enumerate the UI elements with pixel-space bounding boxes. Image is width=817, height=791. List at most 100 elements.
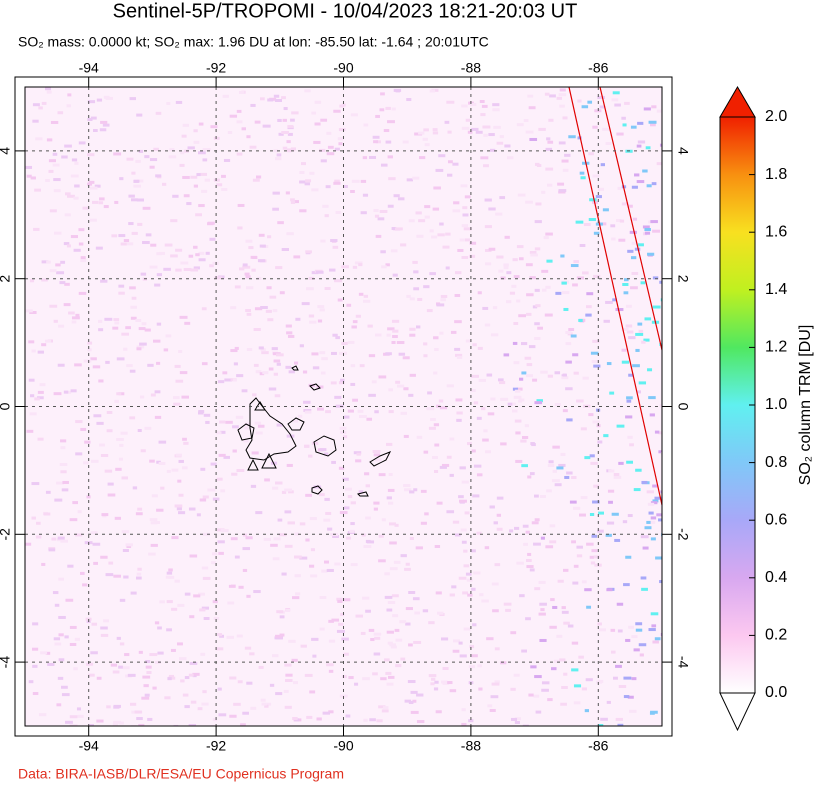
speckle <box>363 545 372 549</box>
speckle <box>573 701 581 705</box>
speckle <box>227 601 235 605</box>
speckle <box>86 495 91 499</box>
speckle <box>320 239 326 243</box>
speckle <box>547 374 553 378</box>
speckle <box>515 459 523 463</box>
speckle <box>193 184 198 188</box>
speckle <box>631 677 637 681</box>
speckle <box>263 537 272 541</box>
speckle <box>250 706 257 710</box>
speckle <box>578 655 584 659</box>
speckle <box>170 219 178 223</box>
speckle <box>611 98 619 102</box>
speckle <box>469 241 477 245</box>
speckle <box>183 267 192 271</box>
speckle <box>281 490 287 494</box>
speckle <box>463 549 468 553</box>
speckle <box>424 215 430 219</box>
speckle <box>41 101 47 105</box>
speckle <box>452 649 460 653</box>
speckle <box>319 493 325 497</box>
speckle <box>28 340 35 344</box>
speckle <box>548 460 554 464</box>
speckle <box>123 575 129 579</box>
speckle <box>131 296 137 300</box>
speckle <box>193 245 198 249</box>
speckle <box>350 522 355 526</box>
speckle <box>447 130 452 134</box>
speckle <box>513 673 520 677</box>
speckle <box>276 423 283 427</box>
speckle <box>154 390 161 394</box>
speckle <box>219 634 225 638</box>
title: Sentinel-5P/TROPOMI - 10/04/2023 18:21-2… <box>113 0 578 22</box>
speckle <box>328 639 336 643</box>
speckle <box>545 285 551 289</box>
speckle <box>112 326 119 330</box>
speckle <box>258 665 264 669</box>
speckle <box>582 271 589 275</box>
speckle <box>634 247 641 251</box>
speckle <box>74 161 79 165</box>
speckle <box>576 399 584 403</box>
speckle <box>340 612 345 616</box>
speckle <box>449 689 457 693</box>
speckle <box>358 263 363 267</box>
speckle <box>164 243 173 247</box>
speckle <box>461 224 469 228</box>
speckle <box>395 227 403 231</box>
speckle <box>648 628 656 632</box>
speckle <box>323 560 329 564</box>
speckle <box>161 182 167 186</box>
speckle <box>276 153 282 157</box>
speckle <box>41 343 47 347</box>
speckle <box>339 511 348 515</box>
speckle <box>360 211 367 215</box>
speckle <box>593 364 601 368</box>
speckle <box>503 263 509 267</box>
speckle <box>385 106 391 110</box>
speckle <box>613 475 622 479</box>
speckle <box>406 98 412 102</box>
speckle <box>380 677 387 681</box>
speckle <box>446 510 455 514</box>
speckle <box>635 468 642 472</box>
speckle <box>385 140 392 144</box>
speckle <box>107 482 114 486</box>
speckle <box>266 702 272 706</box>
speckle <box>367 324 373 328</box>
speckle <box>264 704 269 708</box>
speckle <box>573 684 582 688</box>
speckle <box>124 653 130 657</box>
speckle <box>34 397 40 401</box>
y-tick-label: 0 <box>0 402 13 410</box>
speckle <box>340 378 345 382</box>
speckle <box>224 378 233 382</box>
speckle <box>234 555 240 559</box>
speckle <box>53 637 61 641</box>
x-tick-label: -92 <box>206 738 226 754</box>
speckle <box>613 472 620 476</box>
speckle <box>357 409 364 413</box>
speckle <box>134 710 143 714</box>
speckle <box>69 715 78 719</box>
speckle <box>405 607 413 611</box>
speckle <box>612 676 618 680</box>
speckle <box>460 184 468 188</box>
speckle <box>636 180 645 184</box>
speckle <box>496 255 504 259</box>
speckle <box>423 128 429 132</box>
speckle <box>34 188 41 192</box>
speckle <box>96 421 104 425</box>
speckle <box>446 100 455 104</box>
y-tick-label: 2 <box>675 275 691 283</box>
colorbar-tick-label: 0.6 <box>765 511 787 528</box>
speckle <box>99 197 105 201</box>
speckle <box>481 407 486 411</box>
speckle <box>581 105 589 109</box>
speckle <box>534 247 541 251</box>
speckle <box>261 702 267 706</box>
speckle <box>144 155 150 159</box>
speckle <box>600 163 605 167</box>
